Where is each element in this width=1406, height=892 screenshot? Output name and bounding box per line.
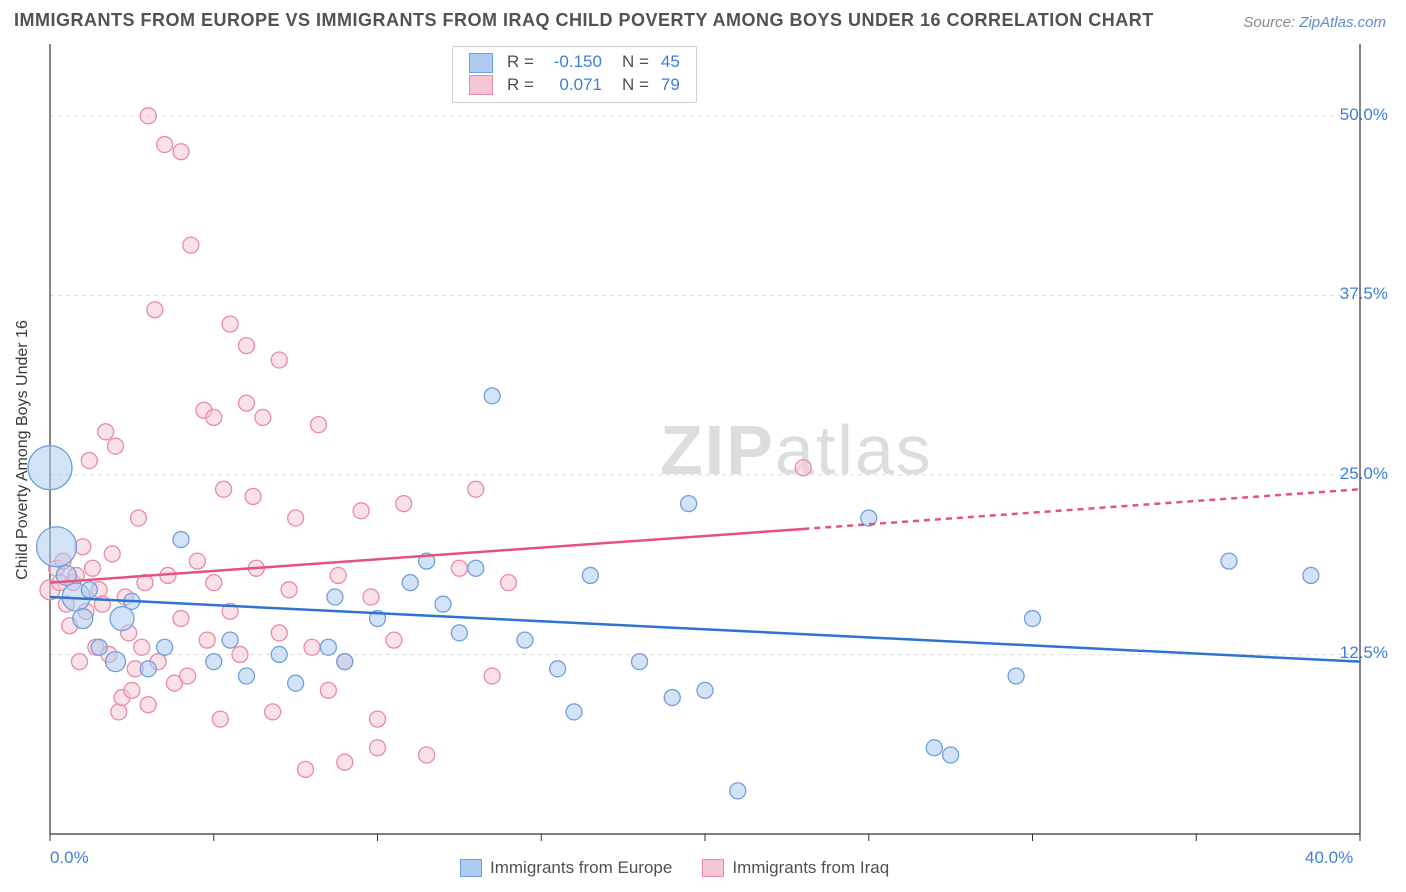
legend-item-europe: Immigrants from Europe bbox=[460, 858, 672, 878]
x-tick-label: 0.0% bbox=[50, 848, 89, 868]
legend-row-iraq: R =0.071N =79 bbox=[463, 74, 686, 97]
scatter-plot bbox=[0, 0, 1406, 892]
legend-item-iraq: Immigrants from Iraq bbox=[702, 858, 889, 878]
y-tick-label: 50.0% bbox=[1340, 105, 1388, 125]
y-tick-label: 37.5% bbox=[1340, 284, 1388, 304]
legend-row-europe: R =-0.150N =45 bbox=[463, 51, 686, 74]
correlation-legend: R =-0.150N =45R =0.071N =79 bbox=[452, 46, 697, 103]
series-legend: Immigrants from Europe Immigrants from Ir… bbox=[460, 858, 919, 882]
x-tick-label: 40.0% bbox=[1305, 848, 1353, 868]
y-tick-label: 12.5% bbox=[1340, 643, 1388, 663]
y-tick-label: 25.0% bbox=[1340, 464, 1388, 484]
